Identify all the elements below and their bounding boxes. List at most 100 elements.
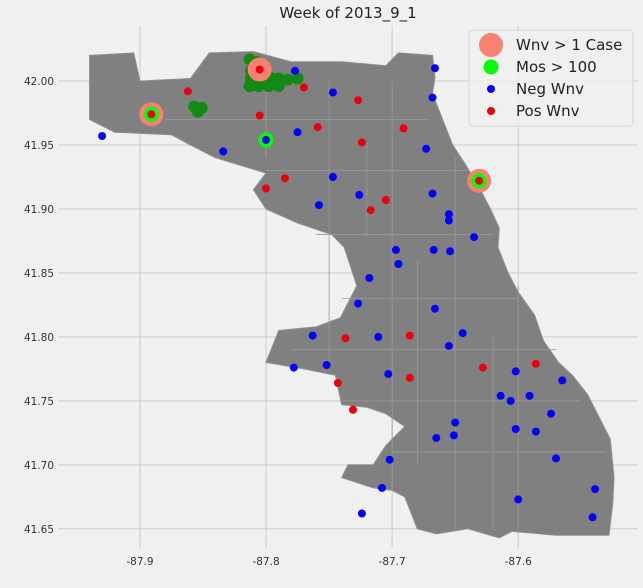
data-point	[98, 132, 107, 140]
data-point	[552, 454, 560, 463]
data-point	[255, 65, 264, 74]
data-point	[444, 216, 453, 225]
data-point	[431, 304, 439, 313]
data-point	[381, 196, 390, 204]
data-point	[328, 88, 337, 97]
data-point	[299, 83, 308, 92]
data-point	[289, 363, 298, 372]
data-point	[354, 299, 363, 308]
data-point	[313, 123, 322, 132]
data-point	[496, 391, 505, 400]
data-point	[429, 245, 438, 254]
data-point	[262, 184, 270, 193]
series-pos-wnv	[147, 65, 540, 414]
data-point	[394, 260, 403, 268]
data-point	[514, 495, 523, 504]
data-point	[506, 396, 515, 405]
data-point	[444, 210, 453, 219]
data-point	[470, 233, 479, 242]
data-point	[511, 425, 520, 433]
legend-label: Neg Wnv	[516, 80, 584, 98]
data-point	[432, 434, 441, 442]
data-point	[475, 176, 484, 185]
data-point	[511, 367, 520, 376]
data-point	[547, 409, 555, 418]
data-point	[531, 359, 540, 368]
data-point	[308, 331, 317, 340]
data-point	[333, 379, 342, 387]
data-point	[357, 509, 366, 518]
data-point	[451, 418, 460, 427]
chart-title: Week of 2013_9_1	[279, 4, 417, 22]
data-point	[478, 363, 487, 372]
data-point	[384, 370, 393, 378]
data-point	[349, 405, 357, 414]
mos-cluster-dot	[252, 80, 265, 93]
data-point	[444, 341, 453, 350]
mos-cluster-dot	[243, 80, 256, 93]
data-point	[281, 174, 289, 183]
data-point	[183, 87, 192, 96]
data-point	[315, 201, 323, 210]
data-point	[255, 111, 264, 120]
x-tick-label: -87.9	[126, 556, 153, 568]
data-point	[449, 431, 458, 440]
mos-cluster-dot	[272, 80, 285, 93]
data-point	[428, 189, 437, 198]
series-neg-wnv	[98, 64, 600, 522]
data-point	[558, 376, 567, 385]
mos-cluster-dot	[281, 73, 294, 86]
legend-marker	[479, 33, 503, 57]
y-tick-label: 41.80	[24, 332, 54, 344]
data-point	[147, 110, 156, 119]
data-point	[262, 135, 270, 144]
legend-label: Pos Wnv	[516, 102, 580, 120]
legend-box	[468, 29, 634, 127]
data-point	[374, 332, 383, 341]
data-point	[446, 247, 455, 256]
data-point	[366, 206, 375, 215]
data-point	[322, 361, 331, 369]
data-point	[365, 274, 374, 282]
data-point	[291, 66, 299, 75]
legend-marker	[487, 107, 495, 115]
y-tick-label: 41.70	[24, 460, 54, 472]
data-point	[399, 124, 408, 133]
data-point	[405, 331, 414, 340]
y-tick-label: 41.75	[24, 396, 54, 408]
legend-marker	[483, 59, 499, 75]
data-point	[378, 483, 386, 492]
data-point	[357, 138, 366, 147]
data-point	[588, 513, 597, 522]
legend-label: Wnv > 1 Case	[516, 36, 622, 54]
mos-cluster-dot	[262, 80, 275, 93]
y-tick-label: 41.85	[24, 268, 54, 280]
data-point	[341, 334, 350, 343]
axis-ticks: -87.9 -87.8 -87.7 -87.6 41.65 41.70 41.75 41.80…	[24, 76, 532, 568]
data-point	[422, 144, 431, 153]
data-point	[428, 93, 437, 102]
data-point	[405, 373, 414, 382]
data-point	[531, 427, 540, 436]
data-point	[385, 455, 394, 464]
y-tick-label: 41.90	[24, 204, 54, 216]
y-tick-label: 41.65	[24, 524, 54, 536]
legend-label: Mos > 100	[516, 58, 597, 76]
data-point	[293, 128, 302, 137]
y-tick-label: 42.00	[24, 76, 54, 88]
data-point	[219, 147, 228, 156]
y-tick-label: 41.95	[24, 140, 54, 152]
mos-cluster-dot	[291, 72, 304, 85]
data-point	[525, 391, 534, 400]
data-point	[391, 245, 400, 254]
x-tick-label: -87.7	[379, 556, 406, 568]
legend: Wnv > 1 Case Mos > 100 Neg Wnv Pos Wnv	[468, 29, 634, 127]
data-point	[355, 190, 364, 199]
data-point	[431, 64, 439, 73]
data-point	[354, 96, 363, 105]
x-tick-label: -87.8	[252, 556, 279, 568]
data-point	[458, 329, 467, 338]
x-tick-label: -87.6	[505, 556, 532, 568]
city-boundary	[89, 51, 615, 539]
